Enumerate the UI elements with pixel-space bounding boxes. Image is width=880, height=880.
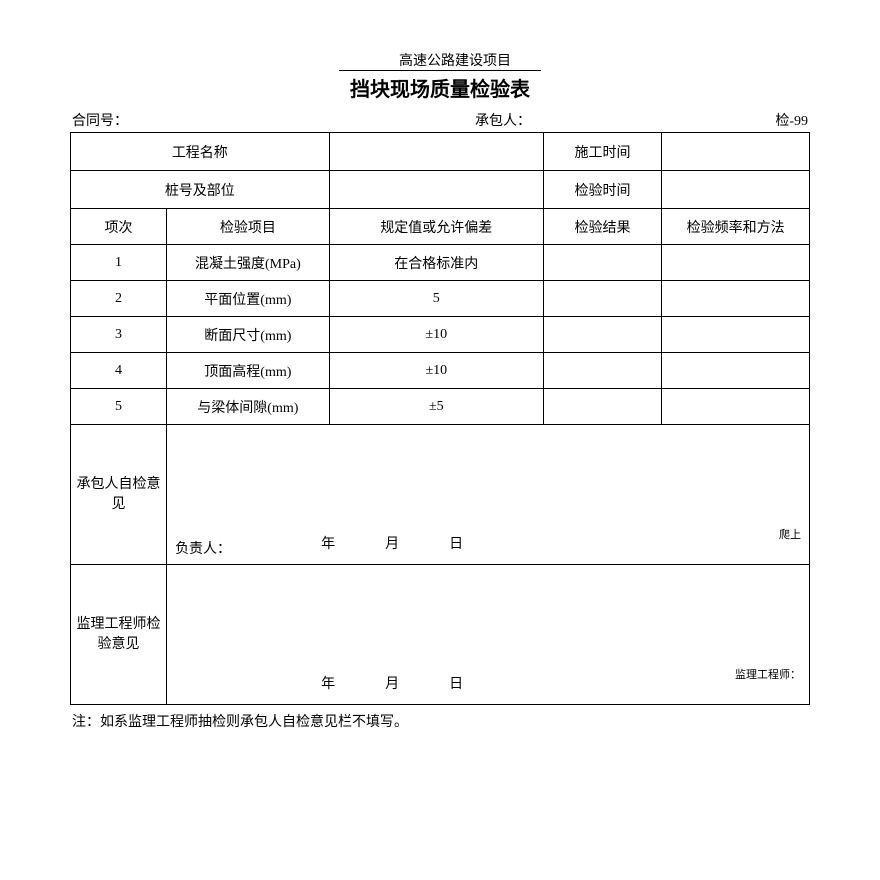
contractor-opinion-label: 承包人自检意见 [71,425,167,565]
cell-result [543,317,661,353]
project-name-label: 工程名称 [71,133,330,171]
construction-time-label: 施工时间 [543,133,661,171]
col-no: 项次 [71,209,167,245]
cell-result [543,245,661,281]
project-name-value [329,133,543,171]
station-label: 桩号及部位 [71,171,330,209]
cell-result [543,389,661,425]
inspection-time-value [662,171,810,209]
cell-no: 4 [71,353,167,389]
cell-item: 平面位置(mm) [167,281,330,317]
cell-method [662,281,810,317]
data-row: 5 与梁体间隙(mm) ±5 [71,389,810,425]
data-row: 3 断面尺寸(mm) ±10 [71,317,810,353]
col-method: 检验频率和方法 [662,209,810,245]
station-value [329,171,543,209]
cell-spec: ±10 [329,317,543,353]
form-code: 检-99 [775,110,808,130]
cell-spec: 5 [329,281,543,317]
supervisor-opinion-label: 监理工程师检验意见 [71,565,167,705]
header-block: 高速公路建设项目 挡块现场质量检验表 [70,50,810,102]
cell-no: 1 [71,245,167,281]
cell-method [662,389,810,425]
data-row: 1 混凝土强度(MPa) 在合格标准内 [71,245,810,281]
day-label: 日 [449,673,463,693]
cell-spec: 在合格标准内 [329,245,543,281]
col-result: 检验结果 [543,209,661,245]
cell-method [662,353,810,389]
cell-spec: ±10 [329,353,543,389]
cell-method [662,245,810,281]
supervisor-opinion-row: 监理工程师检验意见 监理工程师： 负责人： 年 月 日 [71,565,810,705]
cell-result [543,281,661,317]
cell-no: 3 [71,317,167,353]
cell-item: 顶面高程(mm) [167,353,330,389]
day-label: 日 [449,533,463,553]
info-row-2: 桩号及部位 检验时间 [71,171,810,209]
cell-no: 5 [71,389,167,425]
year-label: 年 [321,533,335,553]
contractor-label: 承包人： [405,110,808,130]
columns-header: 项次 检验项目 规定值或允许偏差 检验结果 检验频率和方法 [71,209,810,245]
supervisor-sign-line: 负责人： 年 月 日 [175,673,801,698]
col-spec: 规定值或允许偏差 [329,209,543,245]
cell-item: 混凝土强度(MPa) [167,245,330,281]
inspection-time-label: 检验时间 [543,171,661,209]
inspection-table: 工程名称 施工时间 桩号及部位 检验时间 项次 检验项目 规定值或允许偏差 检验… [70,132,810,705]
construction-time-value [662,133,810,171]
info-row-1: 工程名称 施工时间 [71,133,810,171]
leader-label: 负责人： [175,538,231,558]
doc-title: 挡块现场质量检验表 [70,73,810,102]
contractor-opinion-row: 承包人自检意见 爬上 负责人： 年 月 日 [71,425,810,565]
supervisor-opinion-body: 监理工程师： 负责人： 年 月 日 [167,565,810,705]
cell-item: 与梁体间隙(mm) [167,389,330,425]
cell-no: 2 [71,281,167,317]
cell-spec: ±5 [329,389,543,425]
meta-row: 合同号： 承包人： [70,110,810,130]
data-row: 2 平面位置(mm) 5 [71,281,810,317]
contractor-sign-line: 负责人： 年 月 日 [175,533,801,558]
subtitle: 高速公路建设项目 [339,50,541,71]
cell-method [662,317,810,353]
footer-note: 注：如系监理工程师抽检则承包人自检意见栏不填写。 [70,711,810,731]
contract-no-label: 合同号： [72,110,405,130]
year-label: 年 [321,673,335,693]
month-label: 月 [385,673,399,693]
cell-result [543,353,661,389]
month-label: 月 [385,533,399,553]
cell-item: 断面尺寸(mm) [167,317,330,353]
contractor-opinion-body: 爬上 负责人： 年 月 日 [167,425,810,565]
col-item: 检验项目 [167,209,330,245]
data-row: 4 顶面高程(mm) ±10 [71,353,810,389]
